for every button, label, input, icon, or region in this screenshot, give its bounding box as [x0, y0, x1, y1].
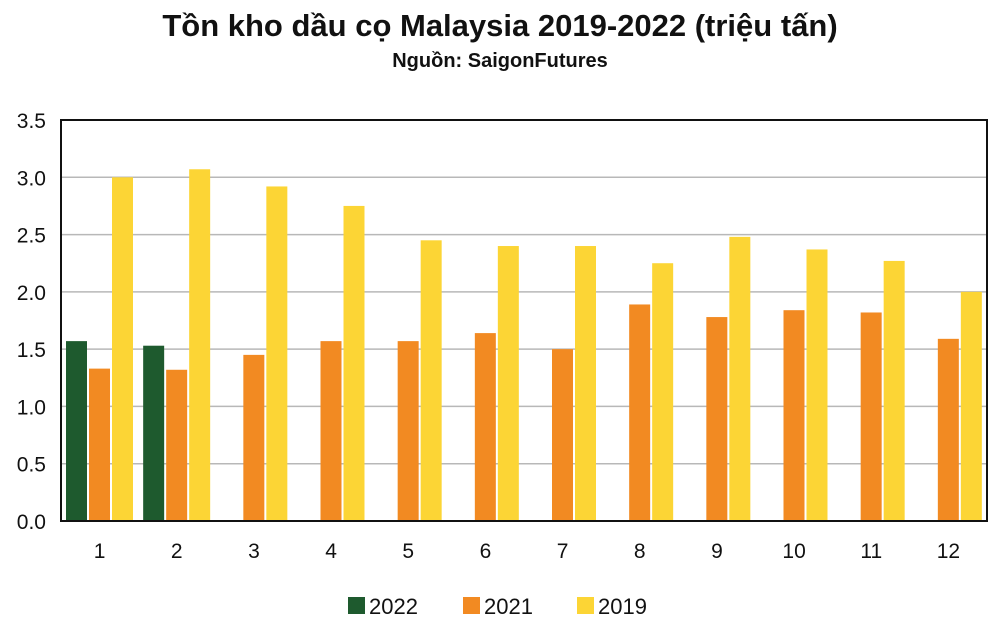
plot-frame [60, 119, 988, 522]
x-tick-label: 2 [171, 540, 183, 563]
y-tick-label: 0.5 [17, 454, 46, 477]
bar-2019-11 [883, 260, 905, 521]
bar-2022-1 [66, 341, 87, 521]
y-tick-label: 3.5 [17, 110, 46, 133]
bar-2019-12 [960, 291, 982, 521]
chart-title: Tồn kho dầu cọ Malaysia 2019-2022 (triệu… [162, 8, 838, 43]
y-tick-label: 1.0 [17, 396, 46, 419]
y-tick-label: 1.5 [17, 339, 46, 362]
bar-2021-2 [166, 369, 188, 521]
y-tick-label: 0.0 [17, 511, 46, 534]
chart-subtitle: Nguồn: SaigonFutures [392, 50, 608, 72]
x-tick-label: 3 [248, 540, 260, 563]
legend-label-2021: 2021 [484, 594, 533, 619]
bar-2021-6 [474, 333, 496, 521]
bar-2021-10 [783, 310, 805, 521]
y-tick-label: 3.0 [17, 167, 46, 190]
bar-2019-7 [575, 246, 596, 521]
legend-swatch-2019 [577, 597, 594, 614]
bar-2021-7 [552, 349, 573, 521]
legend-swatch-2022 [348, 597, 365, 614]
bar-2021-3 [243, 354, 265, 521]
bar-2019-4 [343, 205, 365, 521]
x-tick-label: 8 [634, 540, 646, 563]
bar-2019-3 [266, 186, 288, 522]
bar-2019-6 [497, 246, 519, 521]
bar-2021-8 [629, 304, 651, 521]
bar-2019-8 [652, 263, 674, 521]
legend-swatch-2021 [463, 597, 480, 614]
x-tick-label: 11 [860, 540, 882, 563]
bar-2021-11 [860, 312, 882, 521]
x-tick-label: 10 [782, 540, 805, 563]
legend-label-2019: 2019 [598, 594, 647, 619]
x-tick-label: 6 [480, 540, 492, 563]
x-tick-label: 12 [937, 540, 960, 563]
y-tick-label: 2.5 [17, 225, 46, 248]
bar-2021-5 [397, 341, 419, 521]
bar-2019-9 [729, 236, 751, 521]
legend-label-2022: 2022 [369, 594, 418, 619]
bar-2019-5 [420, 240, 442, 522]
bar-2021-1 [89, 368, 110, 521]
bar-2021-4 [320, 341, 342, 521]
x-tick-label: 7 [557, 540, 569, 563]
bar-2021-12 [937, 338, 959, 521]
x-tick-label: 5 [402, 540, 414, 563]
bar-2019-2 [189, 169, 211, 521]
bar-2021-9 [706, 317, 728, 521]
bar-2019-10 [806, 249, 828, 522]
y-tick-label: 2.0 [17, 282, 46, 305]
bar-2019-1 [112, 177, 133, 522]
x-tick-label: 4 [325, 540, 337, 563]
x-tick-label: 1 [94, 540, 106, 563]
bar-2022-2 [143, 345, 165, 521]
x-tick-label: 9 [711, 540, 723, 563]
